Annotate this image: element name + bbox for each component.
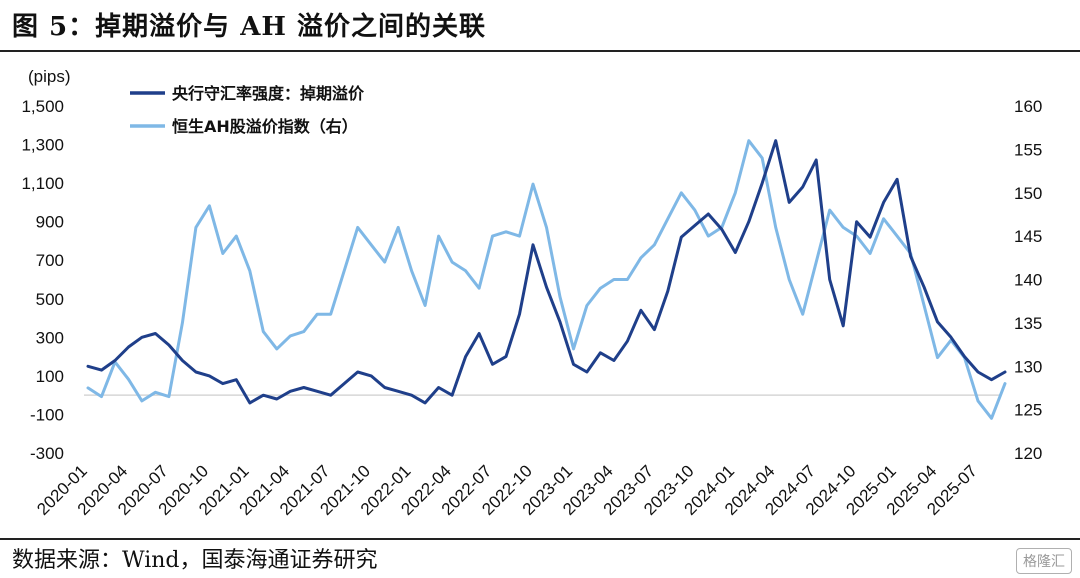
y-left-tick-label: 1,300 [21, 136, 64, 155]
x-axis: 2020-012020-042020-072020-102021-012021-… [33, 461, 981, 519]
chart-svg: -300 -100 100 300 500 700 900 1,100 1,300 1,500 1… [21, 67, 1042, 519]
y-left-tick-label: -300 [30, 444, 64, 463]
y-right-tick-label: 150 [1014, 184, 1042, 203]
y-left-tick-label: 900 [36, 213, 64, 232]
y-left-tick-label: 100 [36, 367, 64, 386]
series-line-ah-premium [86, 139, 1007, 420]
right-axis: 120 125 130 135 140 145 150 155 160 [1014, 97, 1042, 463]
y-right-tick-label: 160 [1014, 97, 1042, 116]
bottom-rule [0, 538, 1080, 540]
y-left-tick-label: 1,100 [21, 174, 64, 193]
legend-label: 央行守汇率强度：掉期溢价 [172, 84, 365, 103]
y-right-tick-label: 135 [1014, 314, 1042, 333]
series-line-swap-premium [86, 139, 1007, 405]
y-left-tick-label: 700 [36, 251, 64, 270]
y-left-tick-label: -100 [30, 405, 64, 424]
plot-area [86, 139, 1007, 420]
y-left-unit-label: (pips) [28, 67, 71, 86]
y-right-tick-label: 140 [1014, 271, 1042, 290]
figure-title: 图 5：掉期溢价与 AH 溢价之间的关联 [12, 12, 486, 42]
y-right-tick-label: 155 [1014, 140, 1042, 159]
y-right-tick-label: 130 [1014, 357, 1042, 376]
y-left-tick-label: 300 [36, 328, 64, 347]
y-right-tick-label: 145 [1014, 227, 1042, 246]
y-right-tick-label: 120 [1014, 444, 1042, 463]
source-note: 数据来源：Wind，国泰海通证券研究 [12, 548, 378, 573]
legend-label: 恒生AH股溢价指数（右） [172, 117, 358, 136]
left-axis: -300 -100 100 300 500 700 900 1,100 1,300 1,500 [21, 97, 64, 463]
y-left-tick-label: 500 [36, 290, 64, 309]
watermark-logo: 格隆汇 [1016, 548, 1072, 574]
y-left-tick-label: 1,500 [21, 97, 64, 116]
y-right-tick-label: 125 [1014, 401, 1042, 420]
top-rule [0, 50, 1080, 52]
